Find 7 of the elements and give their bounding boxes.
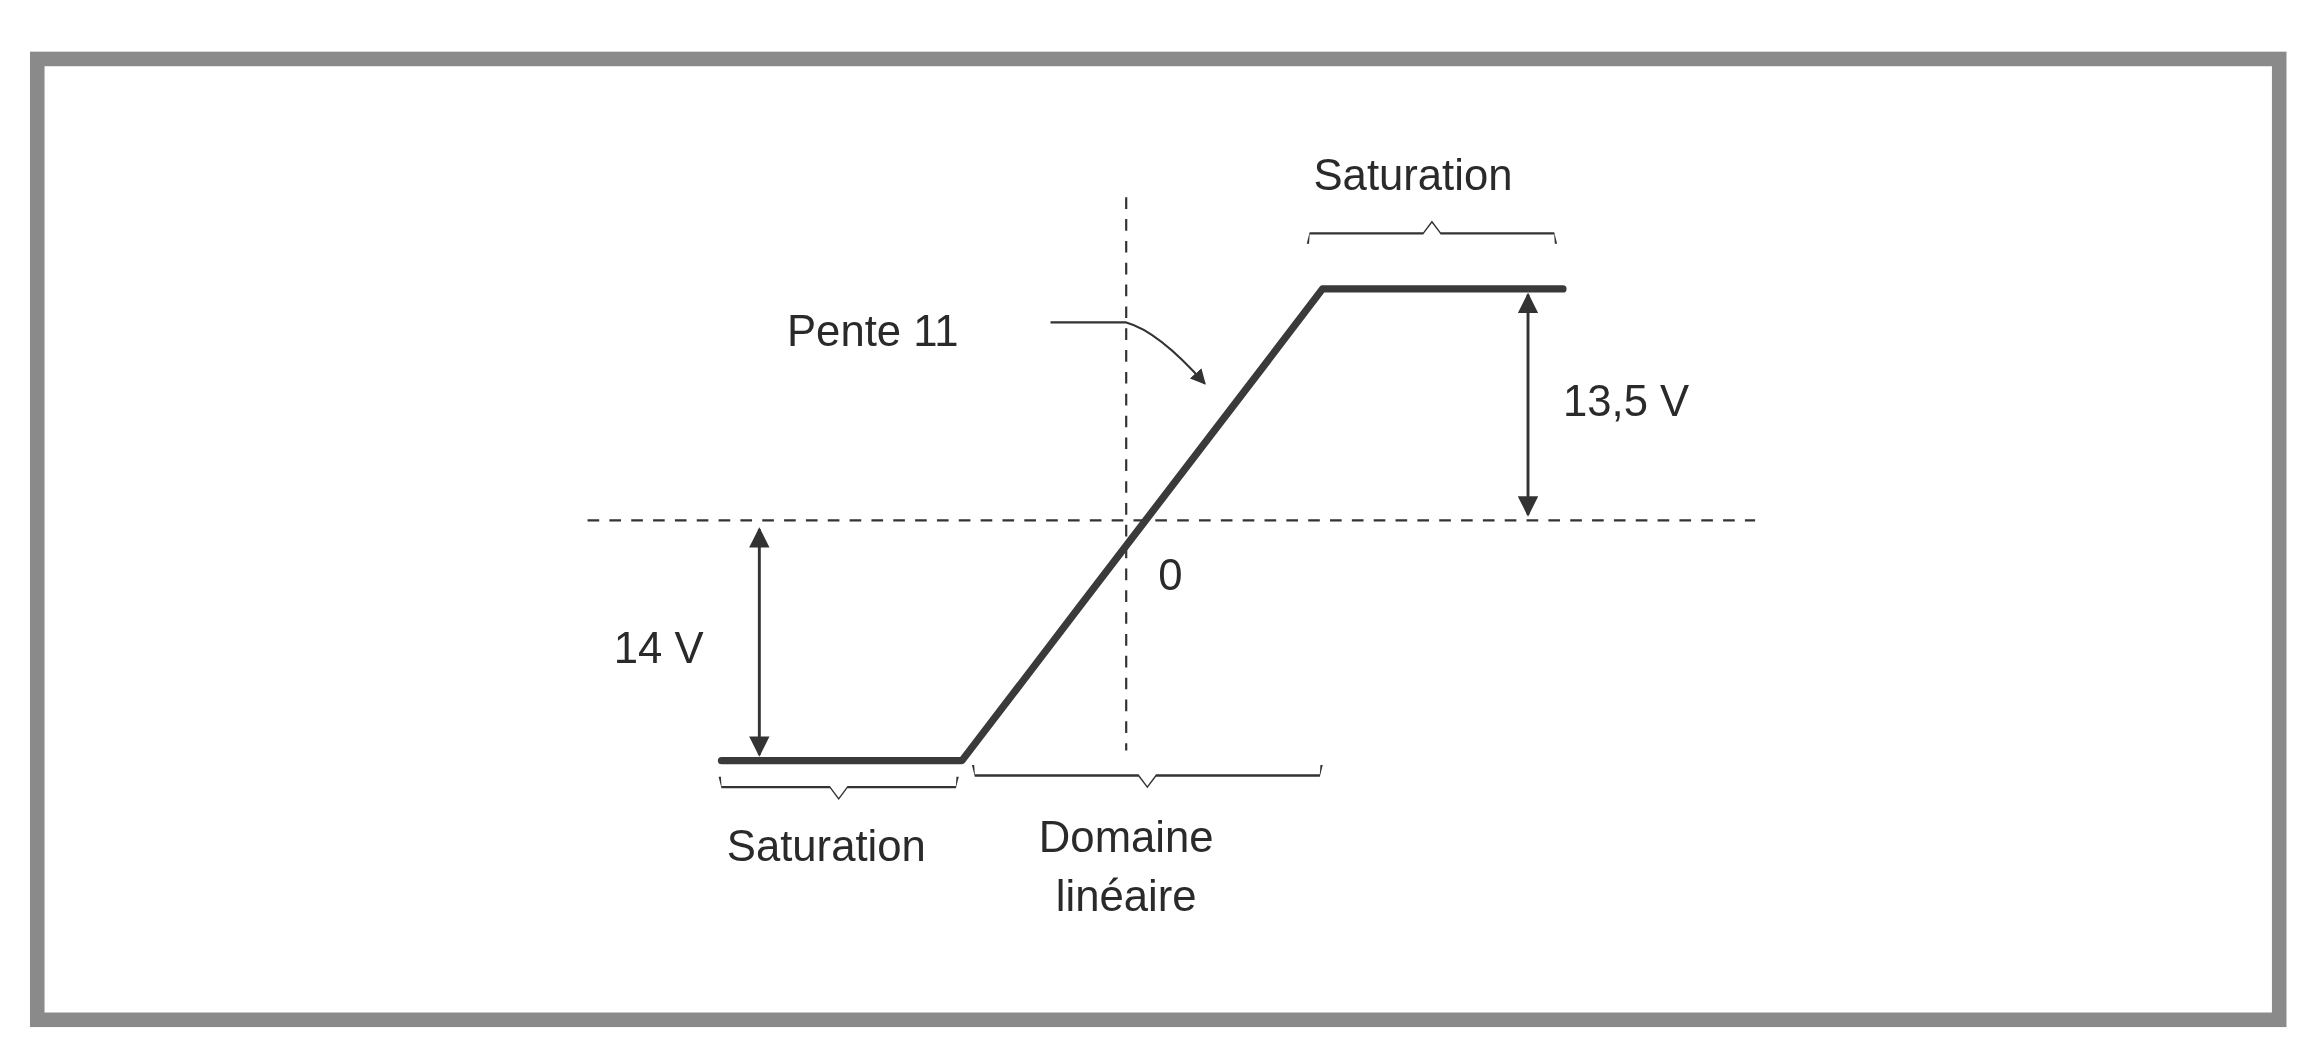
annotation: 0	[1158, 550, 1183, 600]
text: Domaine linéaire	[1038, 812, 1214, 920]
annotation: Pente 11	[787, 305, 959, 355]
annotation: 13,5 V	[1562, 375, 1690, 425]
annotation: 14 V	[613, 623, 704, 673]
text: Saturation	[726, 821, 926, 871]
text: Saturation	[1313, 149, 1513, 199]
